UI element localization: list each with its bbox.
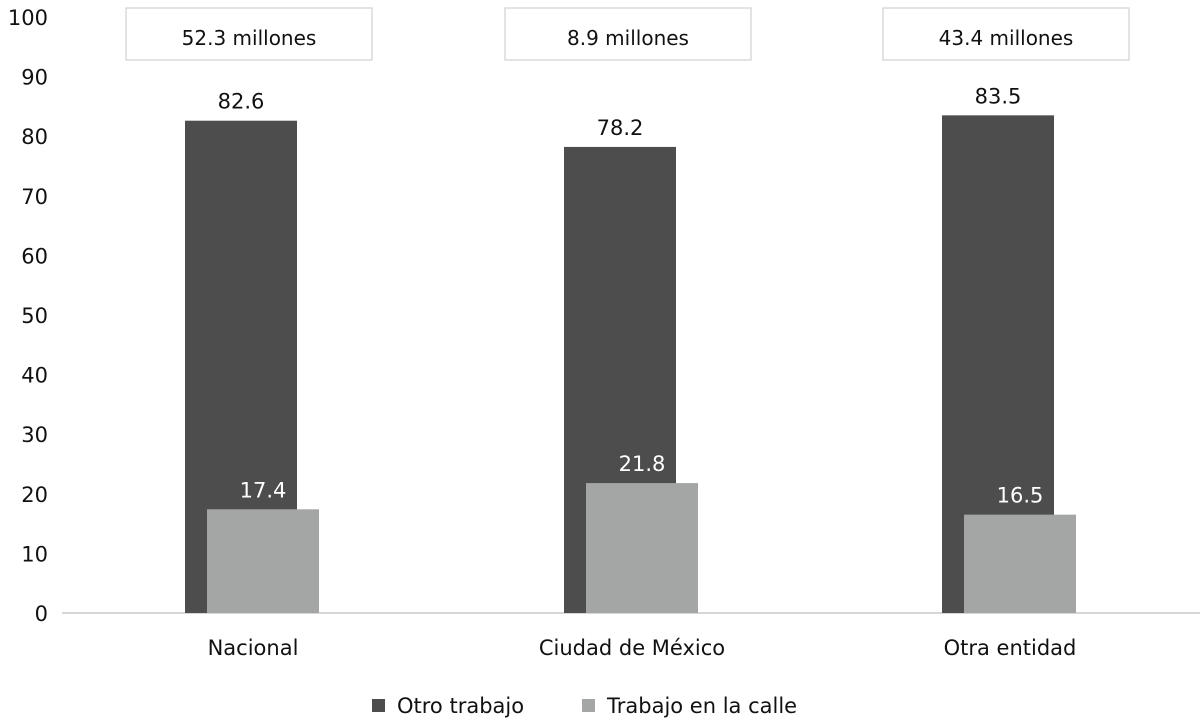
category-total-box: [125, 7, 373, 61]
data-label-trabajo-en-la-calle: 16.5: [997, 484, 1044, 508]
category-total-box: [882, 7, 1130, 61]
data-label-otro-trabajo: 83.5: [975, 84, 1022, 108]
y-tick-label: 100: [8, 6, 48, 30]
data-label-trabajo-en-la-calle: 21.8: [619, 452, 666, 476]
legend-swatch: [582, 699, 595, 712]
category-total-label: 8.9 millones: [567, 26, 689, 50]
y-tick-label: 70: [21, 185, 48, 209]
y-tick-label: 20: [21, 483, 48, 507]
bar-trabajo-en-la-calle: [586, 483, 698, 613]
bar-trabajo-en-la-calle: [207, 509, 319, 613]
y-tick-label: 40: [21, 364, 48, 388]
data-label-otro-trabajo: 78.2: [597, 116, 644, 140]
category-total-box: [504, 7, 752, 61]
y-tick-label: 90: [21, 66, 48, 90]
category-total-boxes: 52.3 millones 8.9 millones 43.4 millones: [125, 7, 1130, 61]
x-tick-label: Ciudad de México: [539, 636, 725, 660]
legend-label: Trabajo en la calle: [606, 694, 797, 718]
bar-trabajo-en-la-calle: [964, 514, 1076, 613]
bars: 82.6 17.4 78.2 21.8 83.5 16.5: [185, 84, 1076, 614]
x-tick-label: Nacional: [208, 636, 299, 660]
legend-label: Otro trabajo: [397, 694, 524, 718]
legend: Otro trabajo Trabajo en la calle: [372, 694, 797, 718]
y-tick-label: 80: [21, 125, 48, 149]
x-tick-label: Otra entidad: [944, 636, 1077, 660]
data-label-otro-trabajo: 82.6: [218, 90, 265, 114]
data-label-trabajo-en-la-calle: 17.4: [240, 478, 287, 502]
legend-swatch: [372, 699, 385, 712]
y-tick-label: 0: [35, 602, 48, 626]
y-tick-label: 10: [21, 542, 48, 566]
y-axis: 0 10 20 30 40 50 60 70 80 90 100: [8, 6, 48, 626]
category-total-label: 43.4 millones: [939, 26, 1074, 50]
y-tick-label: 50: [21, 304, 48, 328]
y-tick-label: 30: [21, 423, 48, 447]
x-tick-labels: Nacional Ciudad de México Otra entidad: [208, 636, 1077, 660]
y-tick-label: 60: [21, 244, 48, 268]
category-total-label: 52.3 millones: [182, 26, 317, 50]
